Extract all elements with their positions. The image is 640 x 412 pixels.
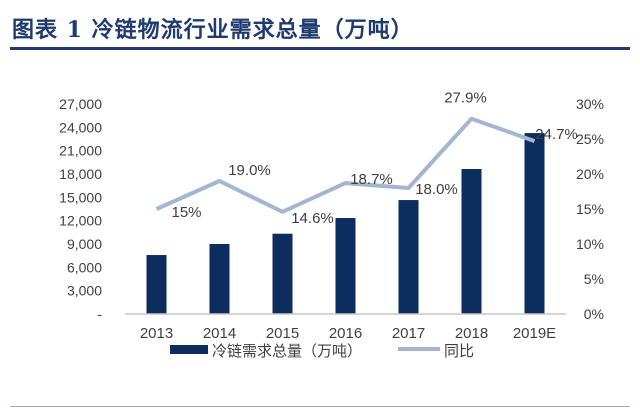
data-label: 14.6% bbox=[291, 210, 334, 227]
growth-line bbox=[155, 116, 536, 214]
right-axis-tick: 0% bbox=[584, 306, 604, 322]
bar-2014 bbox=[209, 244, 230, 314]
bar-2015 bbox=[272, 233, 293, 314]
data-label: 24.7% bbox=[535, 126, 578, 143]
left-axis-tick: 21,000 bbox=[59, 143, 102, 159]
right-axis-tick: 30% bbox=[576, 96, 604, 112]
bar-2016 bbox=[335, 218, 356, 314]
bar-2019E bbox=[524, 133, 545, 314]
right-axis-tick: 10% bbox=[576, 236, 604, 252]
left-axis-tick: 24,000 bbox=[59, 119, 102, 135]
data-label: 18.7% bbox=[350, 171, 393, 188]
right-axis-tick: 20% bbox=[576, 166, 604, 182]
legend-bar-label: 冷链需求总量（万吨） bbox=[212, 343, 362, 360]
x-axis-tick: 2013 bbox=[140, 325, 173, 342]
right-axis-tick: 5% bbox=[584, 271, 604, 287]
data-label: 19.0% bbox=[228, 162, 271, 179]
legend-line-label: 同比 bbox=[444, 343, 474, 360]
x-axis-tick: 2016 bbox=[329, 325, 362, 342]
x-axis-tick: 2015 bbox=[266, 325, 299, 342]
bar-2017 bbox=[398, 200, 419, 314]
left-axis-tick: 27,000 bbox=[59, 96, 102, 112]
data-label: 18.0% bbox=[415, 181, 458, 198]
legend-bar-swatch bbox=[170, 345, 208, 354]
left-axis-tick: 15,000 bbox=[59, 189, 102, 205]
data-label: 27.9% bbox=[444, 90, 487, 107]
x-axis-tick: 2017 bbox=[392, 325, 425, 342]
data-label: 15% bbox=[171, 204, 201, 221]
right-axis-tick: 15% bbox=[576, 201, 604, 217]
chart-title: 图表 1 冷链物流行业需求总量（万吨） bbox=[12, 17, 414, 43]
left-axis-tick: - bbox=[97, 306, 102, 322]
left-axis-tick: 6,000 bbox=[67, 259, 102, 275]
left-axis-tick: 9,000 bbox=[67, 236, 102, 252]
left-axis-tick: 18,000 bbox=[59, 166, 102, 182]
x-axis-tick: 2018 bbox=[455, 325, 488, 342]
x-axis-tick: 2014 bbox=[203, 325, 236, 342]
left-axis-tick: 12,000 bbox=[59, 213, 102, 229]
title-divider bbox=[10, 47, 630, 50]
x-axis-tick: 2019E bbox=[513, 325, 556, 342]
left-axis-tick: 3,000 bbox=[67, 283, 102, 299]
bar-2018 bbox=[461, 169, 482, 314]
bar-2013 bbox=[146, 255, 167, 314]
bottom-divider bbox=[10, 406, 630, 407]
right-axis-tick: 25% bbox=[576, 131, 604, 147]
